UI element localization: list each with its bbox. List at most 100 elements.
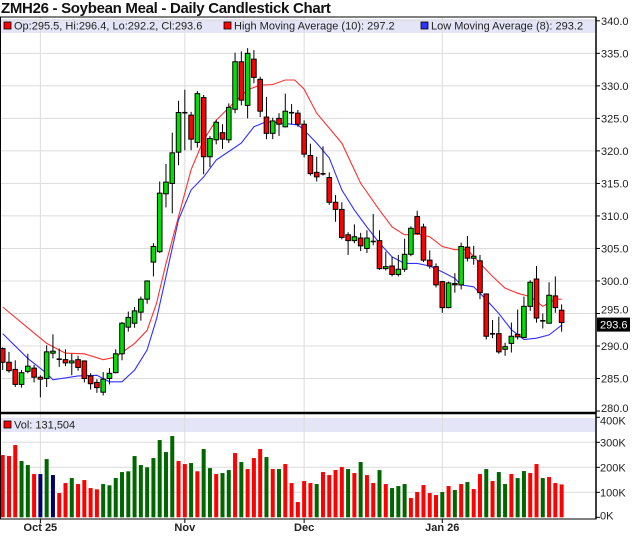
candle-body — [382, 266, 389, 270]
candle — [508, 322, 515, 353]
volume-bar — [295, 502, 300, 518]
volume-bar — [390, 488, 395, 518]
volume-bar — [509, 474, 514, 518]
low-ma-legend-swatch — [420, 21, 429, 30]
volume-bar — [101, 484, 106, 518]
volume-bar — [540, 478, 545, 518]
volume-bar — [484, 469, 489, 518]
candle — [188, 111, 194, 151]
candle — [558, 304, 565, 332]
date-tick-label: Oct 25 — [24, 522, 58, 534]
candle — [295, 109, 301, 127]
candle — [68, 353, 75, 376]
candle-body — [351, 236, 358, 242]
candle-body — [301, 123, 307, 155]
candle-body — [257, 78, 263, 112]
volume-tick-label: 300K — [600, 437, 626, 449]
candle — [18, 370, 25, 388]
candle — [219, 124, 226, 149]
candle — [458, 242, 464, 290]
candle-body — [37, 376, 44, 380]
candle-body — [558, 309, 565, 324]
plot-background — [0, 17, 596, 519]
volume-bar — [138, 465, 143, 518]
high-ma-legend-text: High Moving Average (10): 297.2 — [234, 21, 395, 33]
candle-body — [496, 333, 502, 353]
candle — [238, 51, 245, 106]
candle-body — [508, 335, 515, 344]
candle-body — [433, 266, 439, 286]
candle — [433, 263, 439, 288]
volume-bar — [25, 465, 30, 518]
volume-bar — [528, 473, 533, 518]
candle — [546, 282, 552, 324]
candle-doji — [56, 358, 62, 361]
price-tick-label: 335.0 — [601, 48, 629, 60]
volume-bar — [126, 471, 131, 518]
volume-tick-label: 400K — [600, 415, 626, 427]
candle-body — [163, 181, 169, 195]
volume-bar — [270, 469, 275, 518]
candle-body — [439, 281, 446, 309]
last-price-label: 293.6 — [600, 320, 628, 332]
candle — [81, 360, 88, 383]
high-moving-average-line — [2, 79, 562, 361]
price-tick-label: 325.0 — [601, 113, 629, 125]
volume-bar — [465, 482, 470, 518]
candle — [552, 276, 559, 313]
volume-bar — [339, 467, 344, 518]
volume-bar — [132, 456, 137, 518]
volume-bar — [76, 484, 81, 518]
candle-body — [31, 367, 37, 378]
volume-bar — [176, 461, 181, 518]
candle — [12, 360, 19, 387]
volume-bar — [515, 478, 520, 518]
candle — [31, 364, 37, 383]
candle-body — [420, 226, 427, 261]
candle-body — [339, 208, 345, 238]
candle-body — [50, 350, 56, 354]
candle-body — [295, 112, 301, 125]
candle-body — [514, 333, 521, 338]
volume-bar — [0, 455, 5, 518]
volume-bar — [195, 471, 200, 518]
candle — [414, 210, 420, 235]
candle-body — [364, 237, 370, 249]
candle-body — [169, 152, 176, 184]
volume-legend-text: Vol: 131,504 — [14, 420, 75, 432]
candle-body — [313, 171, 320, 178]
volume-bar — [440, 492, 445, 518]
volume-bar — [163, 452, 168, 518]
candle-body — [452, 283, 458, 286]
volume-bar — [214, 474, 219, 518]
candle-doji — [320, 173, 326, 175]
candle-body — [125, 316, 132, 328]
candle-body — [100, 378, 106, 393]
candle — [6, 351, 12, 373]
candle-body — [68, 360, 75, 364]
volume-bar — [421, 485, 426, 518]
candle-body — [502, 346, 508, 350]
volume-bar — [264, 457, 269, 518]
volume-bar — [120, 472, 125, 518]
volume-bar — [239, 462, 244, 518]
date-tick-label: Dec — [294, 522, 314, 534]
candle-body — [282, 110, 289, 128]
candle-body — [521, 305, 527, 339]
candle-body — [395, 268, 402, 275]
candle — [207, 135, 213, 168]
candle-body — [25, 365, 31, 372]
volume-bar — [220, 473, 225, 518]
candle — [119, 321, 125, 361]
candle — [56, 348, 62, 367]
candle — [332, 195, 339, 222]
candle — [225, 103, 232, 144]
candle — [182, 89, 188, 151]
candle — [320, 146, 326, 176]
candle — [244, 48, 251, 119]
volume-bar — [13, 445, 18, 518]
candle-body — [401, 253, 408, 270]
price-tick-label: 280.0 — [601, 403, 629, 415]
candle — [521, 296, 527, 339]
volume-bar — [88, 488, 93, 518]
